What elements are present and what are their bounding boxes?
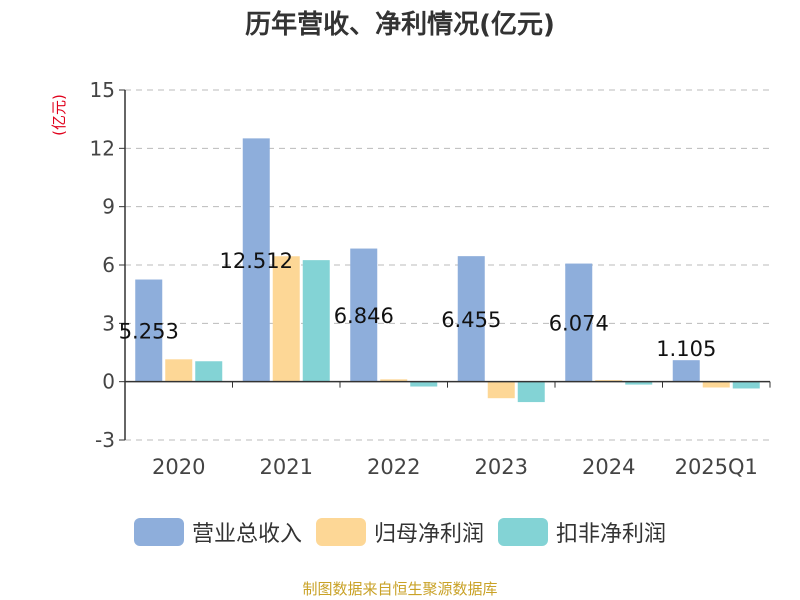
legend-item-deducted-net-profit[interactable]: 扣非净利润	[498, 516, 666, 548]
bar	[135, 279, 163, 382]
x-tick-label: 2023	[475, 455, 528, 479]
bar-data-label: 5.253	[119, 320, 179, 344]
bar	[732, 381, 760, 389]
bar-data-label: 6.846	[334, 304, 394, 328]
bar	[195, 361, 223, 382]
bar	[165, 359, 193, 382]
x-tick-label: 2022	[367, 455, 420, 479]
bar	[410, 381, 438, 387]
x-tick-label: 2024	[582, 455, 635, 479]
legend-swatch-revenue	[133, 518, 184, 546]
legend-item-revenue[interactable]: 营业总收入	[133, 516, 302, 548]
bar	[350, 248, 378, 382]
y-tick-label: -3	[95, 428, 115, 452]
bar	[517, 381, 545, 403]
bar	[242, 138, 270, 382]
legend-swatch-deducted-net-profit	[498, 518, 548, 546]
bar	[702, 381, 730, 388]
y-axis-label: (亿元)	[50, 94, 68, 136]
y-tick-label: 6	[102, 253, 115, 277]
x-tick-label: 2025Q1	[675, 455, 758, 479]
y-tick-label: 0	[102, 370, 115, 394]
bar	[272, 256, 300, 382]
legend-label-net-profit: 归母净利润	[373, 522, 484, 547]
data-source-note: 制图数据来自恒生聚源数据库	[302, 580, 498, 598]
bar	[565, 263, 593, 382]
legend-swatch-net-profit	[315, 518, 366, 546]
bar	[672, 360, 700, 382]
bar	[625, 381, 653, 385]
bar	[457, 256, 485, 382]
bar-data-label: 1.105	[656, 337, 716, 361]
legend-label-revenue: 营业总收入	[191, 522, 302, 547]
x-tick-label: 2021	[260, 455, 313, 479]
bar-data-label: 12.512	[220, 249, 293, 273]
bar	[380, 379, 408, 382]
chart-title: 历年营收、净利情况(亿元)	[245, 10, 555, 40]
bar-data-label: 6.455	[441, 308, 501, 332]
chart-legend: 营业总收入 归母净利润 扣非净利润	[0, 516, 800, 548]
y-tick-label: 15	[90, 78, 115, 102]
y-tick-label: 9	[102, 195, 115, 219]
y-tick-label: 12	[90, 136, 115, 160]
bar	[595, 380, 623, 382]
legend-label-deducted-net-profit: 扣非净利润	[556, 522, 667, 547]
bar-data-label: 6.074	[549, 312, 609, 336]
bar	[302, 260, 330, 382]
bar	[487, 381, 515, 399]
x-tick-label: 2020	[152, 455, 205, 479]
y-tick-label: 3	[102, 311, 115, 335]
legend-item-net-profit[interactable]: 归母净利润	[315, 516, 484, 548]
